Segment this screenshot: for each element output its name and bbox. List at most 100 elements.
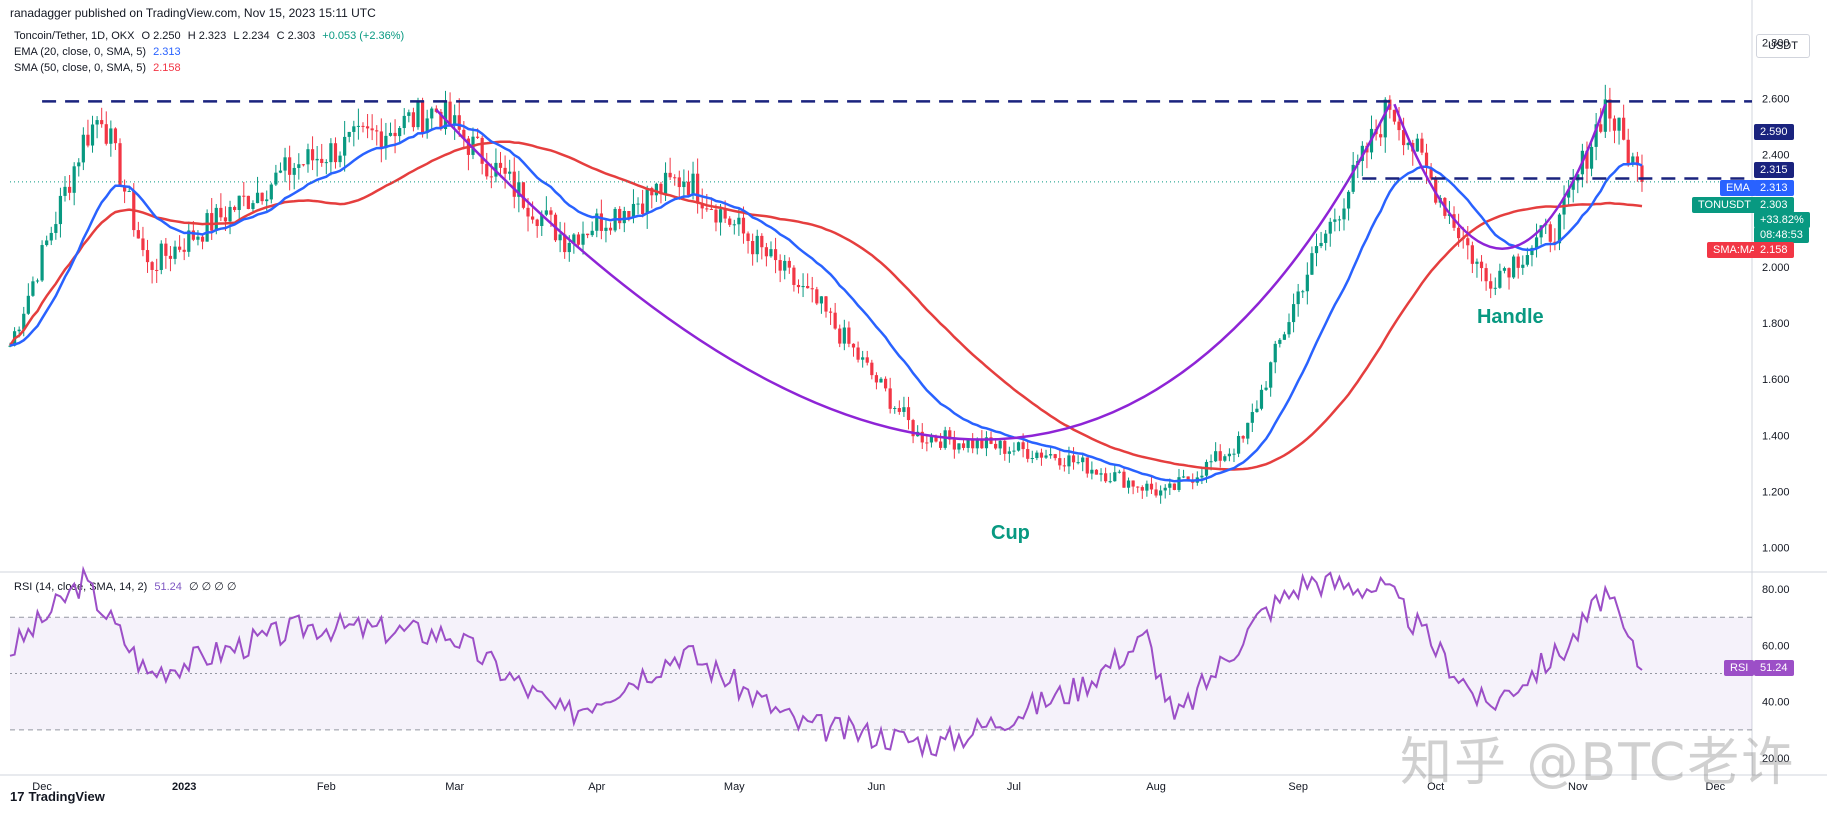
candle-body bbox=[1521, 264, 1525, 268]
symbol-name[interactable]: Toncoin/Tether, 1D, OKX bbox=[14, 30, 135, 42]
candle-body bbox=[210, 213, 214, 231]
price-tag: 2.303 bbox=[1754, 197, 1794, 213]
candle-body bbox=[159, 243, 163, 270]
candle-body bbox=[1470, 245, 1474, 264]
candle-body bbox=[1282, 334, 1287, 340]
candle-body bbox=[1067, 455, 1071, 467]
candle-body bbox=[49, 232, 53, 241]
candle-body bbox=[95, 120, 99, 125]
ohlc-change: +0.053 (+2.36%) bbox=[322, 30, 405, 42]
candle-body bbox=[1479, 261, 1484, 269]
ema-name-tag: EMA bbox=[1720, 180, 1756, 196]
sma-label: SMA (50, close, 0, SMA, 5) bbox=[14, 62, 147, 74]
candle-body bbox=[604, 227, 608, 231]
candle-body bbox=[333, 143, 338, 163]
candle-body bbox=[980, 439, 984, 449]
candle-body bbox=[526, 207, 530, 217]
candle-body bbox=[1186, 476, 1190, 481]
candle-body bbox=[1016, 442, 1021, 451]
candle-body bbox=[796, 284, 801, 288]
time-tick-label: Apr bbox=[588, 781, 605, 793]
candle-body bbox=[558, 234, 562, 241]
tradingview-brand[interactable]: 17 TradingView bbox=[10, 789, 105, 804]
candle-body bbox=[705, 208, 709, 210]
candle-body bbox=[540, 214, 544, 226]
candle-body bbox=[1466, 238, 1470, 246]
candle-body bbox=[1058, 458, 1062, 466]
time-tick-label: Sep bbox=[1288, 781, 1308, 793]
candle-body bbox=[1415, 138, 1419, 152]
candle-body bbox=[430, 108, 434, 119]
candle-body bbox=[586, 233, 590, 236]
candle-body bbox=[938, 441, 943, 448]
candle-body bbox=[288, 157, 292, 175]
candle-body bbox=[1104, 473, 1108, 482]
time-tick-label: Nov bbox=[1568, 781, 1588, 793]
candle-body bbox=[1044, 455, 1048, 458]
ema-20-line bbox=[9, 123, 1643, 483]
candle-body bbox=[1117, 471, 1121, 473]
candle-body bbox=[35, 280, 40, 282]
candle-body bbox=[306, 149, 310, 165]
candle-body bbox=[246, 195, 250, 209]
candle-body bbox=[663, 172, 668, 195]
candle-body bbox=[1227, 453, 1232, 457]
candle-body bbox=[1617, 117, 1621, 131]
candle-body bbox=[416, 100, 420, 128]
price-tick-label: 2.600 bbox=[1762, 94, 1790, 106]
candle-body bbox=[1090, 469, 1094, 474]
candle-body bbox=[920, 431, 924, 443]
candle-body bbox=[425, 118, 429, 133]
candle-body bbox=[751, 241, 755, 255]
candle-body bbox=[1278, 339, 1282, 344]
candle-body bbox=[595, 213, 599, 231]
candle-body bbox=[971, 439, 975, 449]
candle-body bbox=[1168, 483, 1172, 488]
candle-body bbox=[1218, 451, 1222, 461]
rsi-legend[interactable]: RSI (14, close, SMA, 14, 2) 51.24 ∅ ∅ ∅ … bbox=[14, 580, 240, 593]
candle-body bbox=[819, 296, 824, 304]
symbol-legend: Toncoin/Tether, 1D, OKX O 2.250 H 2.323 … bbox=[14, 30, 408, 42]
neckline-tag: 2.315 bbox=[1754, 162, 1794, 178]
candle-body bbox=[1594, 124, 1598, 147]
candle-body bbox=[1314, 246, 1319, 254]
candle-body bbox=[975, 439, 979, 449]
candle-body bbox=[806, 286, 810, 289]
ema-legend[interactable]: EMA (20, close, 0, SMA, 5) 2.313 bbox=[14, 46, 185, 58]
candle-body bbox=[1502, 268, 1507, 271]
candle-body bbox=[1498, 270, 1502, 288]
candle-body bbox=[22, 313, 26, 330]
sma-value: 2.158 bbox=[153, 62, 181, 74]
candle-body bbox=[223, 217, 228, 222]
candle-body bbox=[1163, 487, 1167, 491]
rsi-tick-label: 20.00 bbox=[1762, 753, 1790, 765]
candle-body bbox=[1287, 322, 1291, 335]
published-line: ranadagger published on TradingView.com,… bbox=[10, 6, 376, 20]
candle-body bbox=[1420, 138, 1424, 153]
candle-body bbox=[1021, 442, 1025, 450]
candle-body bbox=[883, 378, 888, 389]
currency-button[interactable]: USDT bbox=[1756, 34, 1810, 58]
candle-body bbox=[1360, 145, 1364, 161]
candle-body bbox=[714, 209, 718, 223]
candle-body bbox=[718, 209, 723, 223]
candle-body bbox=[379, 131, 383, 149]
candle-body bbox=[1342, 208, 1346, 220]
candle-body bbox=[178, 246, 182, 250]
candle-body bbox=[77, 162, 81, 167]
candle-body bbox=[72, 166, 76, 193]
candle-body bbox=[833, 312, 837, 329]
candle-body bbox=[1273, 343, 1277, 363]
candle-body bbox=[1223, 456, 1227, 461]
candle-body bbox=[173, 246, 177, 259]
candle-body bbox=[1310, 253, 1314, 275]
candle-body bbox=[1140, 487, 1144, 491]
candle-body bbox=[498, 162, 503, 168]
candle-body bbox=[1571, 180, 1575, 190]
candle-body bbox=[1136, 486, 1140, 488]
candle-body bbox=[810, 288, 814, 290]
candle-body bbox=[856, 347, 860, 360]
candle-body bbox=[572, 234, 576, 244]
sma-legend[interactable]: SMA (50, close, 0, SMA, 5) 2.158 bbox=[14, 62, 185, 74]
